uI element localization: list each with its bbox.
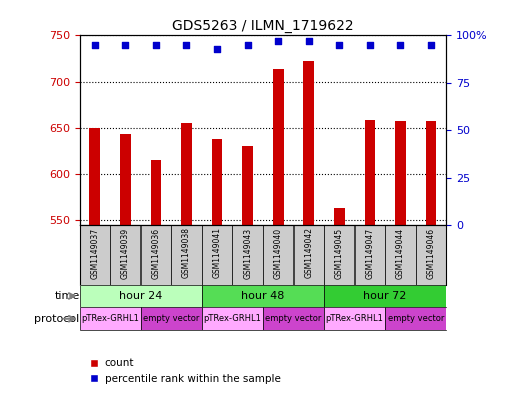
Text: GSM1149037: GSM1149037: [90, 228, 100, 279]
Text: GSM1149046: GSM1149046: [426, 228, 436, 279]
Text: pTRex-GRHL1: pTRex-GRHL1: [326, 314, 384, 323]
Text: GSM1149039: GSM1149039: [121, 228, 130, 279]
Bar: [80, 307, 141, 330]
Text: hour 72: hour 72: [364, 291, 407, 301]
Bar: [181, 123, 192, 225]
Point: [183, 42, 191, 48]
Bar: [324, 285, 446, 307]
Bar: [293, 225, 324, 285]
Bar: [171, 225, 202, 285]
Text: GSM1149040: GSM1149040: [274, 228, 283, 279]
Text: pTRex-GRHL1: pTRex-GRHL1: [204, 314, 261, 323]
Text: GSM1149041: GSM1149041: [212, 228, 222, 278]
Bar: [80, 285, 202, 307]
Bar: [202, 225, 232, 285]
Point: [121, 42, 129, 48]
Bar: [242, 146, 253, 225]
Bar: [263, 307, 324, 330]
Point: [397, 42, 405, 48]
Legend: count, percentile rank within the sample: count, percentile rank within the sample: [85, 354, 285, 388]
Bar: [416, 225, 446, 285]
Bar: [324, 225, 354, 285]
Text: hour 48: hour 48: [241, 291, 285, 301]
Bar: [80, 225, 110, 285]
Point: [427, 42, 435, 48]
Text: GSM1149043: GSM1149043: [243, 228, 252, 279]
Text: empty vector: empty vector: [387, 314, 444, 323]
Point: [91, 42, 99, 48]
Bar: [334, 208, 345, 225]
Text: protocol: protocol: [34, 314, 80, 324]
Point: [305, 38, 313, 44]
Text: GSM1149036: GSM1149036: [151, 228, 161, 279]
Bar: [365, 121, 375, 225]
Bar: [232, 225, 263, 285]
Bar: [385, 307, 446, 330]
Bar: [120, 134, 131, 225]
Text: empty vector: empty vector: [265, 314, 322, 323]
Bar: [89, 128, 100, 225]
Bar: [202, 285, 324, 307]
Text: GSM1149038: GSM1149038: [182, 228, 191, 278]
Bar: [355, 225, 385, 285]
Bar: [212, 139, 223, 225]
Bar: [385, 225, 416, 285]
Bar: [141, 307, 202, 330]
Text: empty vector: empty vector: [143, 314, 200, 323]
Point: [213, 46, 221, 52]
Text: pTRex-GRHL1: pTRex-GRHL1: [81, 314, 139, 323]
Bar: [273, 69, 284, 225]
Bar: [426, 121, 437, 225]
Text: GSM1149042: GSM1149042: [304, 228, 313, 278]
Point: [335, 42, 343, 48]
Bar: [202, 307, 263, 330]
Bar: [324, 307, 385, 330]
Bar: [151, 160, 161, 225]
Bar: [263, 225, 293, 285]
Title: GDS5263 / ILMN_1719622: GDS5263 / ILMN_1719622: [172, 19, 354, 33]
Point: [152, 42, 160, 48]
Text: GSM1149047: GSM1149047: [365, 228, 374, 279]
Bar: [303, 61, 314, 225]
Point: [366, 42, 374, 48]
Point: [274, 38, 282, 44]
Text: time: time: [54, 291, 80, 301]
Bar: [141, 225, 171, 285]
Text: hour 24: hour 24: [119, 291, 162, 301]
Text: GSM1149044: GSM1149044: [396, 228, 405, 279]
Point: [244, 42, 252, 48]
Bar: [395, 121, 406, 225]
Bar: [110, 225, 141, 285]
Text: GSM1149045: GSM1149045: [335, 228, 344, 279]
